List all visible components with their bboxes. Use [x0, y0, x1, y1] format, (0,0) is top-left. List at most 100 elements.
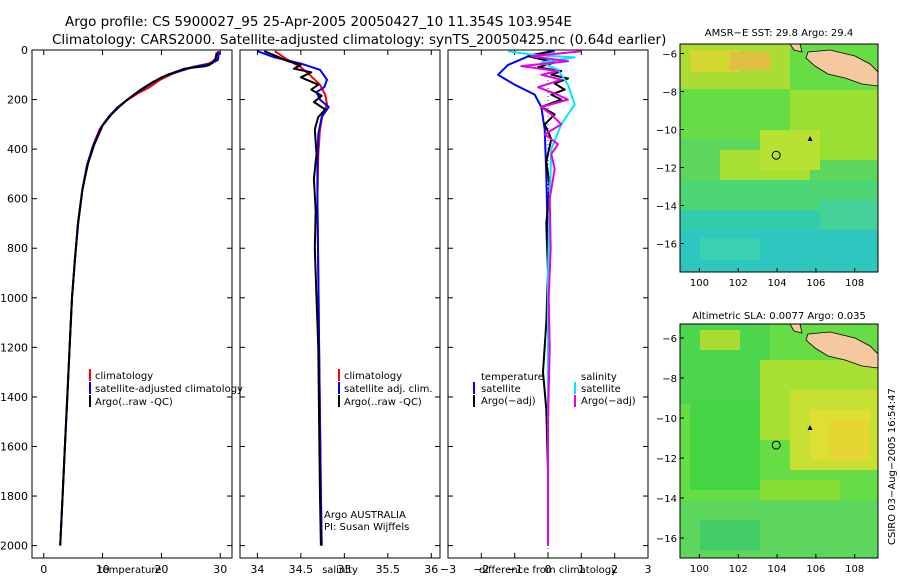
legend-label-argo: Argo(..raw -QC) [344, 397, 422, 408]
map-x-tick-label: 104 [768, 564, 787, 575]
map-x-tick-label: 104 [768, 278, 787, 289]
legend-label-argo: Argo(..raw -QC) [95, 397, 173, 408]
x-tick-label: −3 [440, 563, 456, 576]
temperature-axis-label: temperature [99, 565, 162, 576]
series-line-salinity-argo-adj- [520, 50, 582, 546]
series-line-salinity-satellite [507, 50, 576, 546]
map-y-tick-label: −16 [656, 534, 677, 545]
x-tick-label: −2 [473, 563, 489, 576]
sla-map-ticks: 100 102 104 106 108 −6 −8 −10 −12 −14 −16 [656, 334, 864, 575]
legend-label-sal-argo: Argo(−adj) [581, 396, 636, 407]
map-y-tick-label: −14 [656, 494, 677, 505]
legend-label-climatology: climatology [344, 371, 402, 382]
map-y-tick-label: −14 [656, 202, 677, 213]
x-tick-label: 30 [213, 563, 227, 576]
sst-map-frame [679, 43, 879, 273]
salinity-ticks: 34 34.5 35 35.5 36 [240, 49, 440, 576]
salinity-panel-frame [239, 49, 441, 559]
difference-axis-label: difference from climatology [479, 565, 617, 576]
temperature-legend: climatology satellite-adjusted climatolo… [89, 369, 243, 408]
sst-map-ticks: 100 102 104 106 108 −6 −8 −10 −12 −14 −16 [656, 50, 864, 290]
header-line-1: Argo profile: CS 5900027_95 25-Apr-2005 … [65, 14, 572, 30]
temperature-ticks: 0 10 20 30 0 200 400 600 800 1000 1200 1400 1600 1800… [0, 44, 232, 576]
map-y-tick-label: −8 [662, 374, 677, 385]
difference-series [497, 50, 582, 546]
x-tick-label: 2 [611, 563, 618, 576]
temperature-series [59, 51, 221, 546]
map-x-tick-label: 108 [845, 564, 864, 575]
y-tick-label: 600 [7, 193, 28, 206]
map-x-tick-label: 106 [806, 278, 825, 289]
legend-label-sal-satellite: satellite [581, 384, 621, 395]
y-tick-label: 200 [7, 94, 28, 107]
sst-map-title: AMSR−E SST: 29.8 Argo: 29.4 [705, 28, 853, 39]
salinity-series [257, 50, 330, 546]
x-tick-label: 3 [645, 563, 652, 576]
map-y-tick-label: −6 [662, 50, 677, 61]
salinity-axis-label: salinity [322, 565, 358, 576]
map-x-tick-label: 102 [729, 564, 748, 575]
sst-small-marker [807, 136, 813, 141]
map-y-tick-label: −10 [656, 126, 677, 137]
y-tick-label: 1800 [0, 490, 28, 503]
x-tick-label: 0 [545, 563, 552, 576]
y-tick-label: 1600 [0, 440, 28, 453]
x-tick-label: −1 [507, 563, 523, 576]
legend-label-satellite: satellite-adjusted climatology [95, 384, 243, 395]
x-tick-label: 10 [96, 563, 110, 576]
temperature-panel-frame [31, 49, 233, 559]
map-y-tick-label: −16 [656, 240, 677, 251]
y-tick-label: 1000 [0, 292, 28, 305]
sla-map-field [680, 324, 878, 558]
x-tick-label: 34.5 [289, 563, 314, 576]
salinity-legend: climatology satellite adj. clim. Argo(..… [324, 369, 433, 533]
csiro-timestamp: CSIRO 03−Aug−2005 16:54:47 [887, 388, 898, 545]
y-tick-label: 1200 [0, 341, 28, 354]
difference-ticks: −3 −2 −1 0 1 2 3 [440, 49, 652, 576]
sst-map-field [680, 44, 878, 272]
legend-label-climatology: climatology [95, 371, 153, 382]
x-tick-label: 20 [154, 563, 168, 576]
sla-argo-marker [771, 440, 781, 450]
map-y-tick-label: −12 [656, 454, 677, 465]
annotation-pi: PI: Susan Wijffels [324, 522, 409, 533]
x-tick-label: 36 [424, 563, 438, 576]
legend-label-satellite: satellite adj. clim. [344, 384, 433, 395]
map-x-tick-label: 106 [806, 564, 825, 575]
y-tick-label: 0 [21, 44, 28, 57]
legend-label-temp-argo: Argo(−adj) [481, 396, 536, 407]
map-x-tick-label: 102 [729, 278, 748, 289]
y-tick-label: 1400 [0, 391, 28, 404]
x-tick-label: 0 [40, 563, 47, 576]
map-y-tick-label: −6 [662, 334, 677, 345]
series-line-satellite-adjusted-climatology [59, 51, 221, 546]
y-tick-label: 800 [7, 242, 28, 255]
y-tick-label: 2000 [0, 540, 28, 553]
series-line-argo-raw-qc- [263, 50, 327, 546]
difference-legend: temperature satellite Argo(−adj) salinit… [473, 372, 636, 407]
x-tick-label: 34 [250, 563, 264, 576]
sla-map-frame [679, 323, 879, 559]
map-y-tick-label: −10 [656, 414, 677, 425]
legend-label-temp-satellite: satellite [481, 384, 521, 395]
series-line-climatology [59, 51, 219, 546]
series-line-argo-raw-qc- [59, 52, 218, 546]
header-line-2: Climatology: CARS2000. Satellite-adjuste… [52, 32, 666, 48]
map-y-tick-label: −12 [656, 164, 677, 175]
map-x-tick-label: 108 [845, 278, 864, 289]
x-tick-label: 35.5 [376, 563, 401, 576]
y-tick-label: 400 [7, 143, 28, 156]
map-x-tick-label: 100 [690, 278, 709, 289]
sla-map-title: Altimetric SLA: 0.0077 Argo: 0.035 [692, 311, 866, 322]
map-x-tick-label: 100 [690, 564, 709, 575]
legend-label-temperature: temperature [481, 372, 544, 383]
legend-label-salinity: salinity [581, 372, 617, 383]
x-tick-label: 35 [337, 563, 351, 576]
annotation-argo-australia: Argo AUSTRALIA [324, 510, 406, 521]
sst-argo-marker [771, 150, 781, 160]
series-line-satellite-adj-clim- [257, 50, 330, 546]
map-y-tick-label: −8 [662, 88, 677, 99]
x-tick-label: 1 [578, 563, 585, 576]
sla-small-marker [807, 425, 813, 430]
